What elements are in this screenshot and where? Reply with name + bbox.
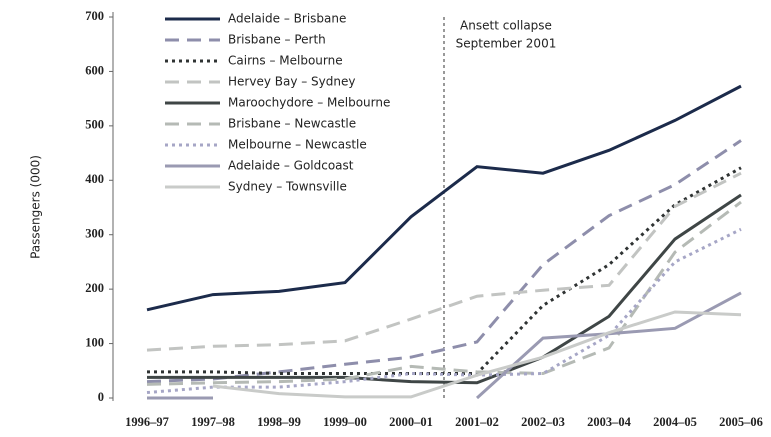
annotation: September 2001	[456, 37, 557, 51]
series-line	[147, 166, 742, 376]
legend-label: Adelaide – Brisbane	[228, 12, 346, 26]
series-line	[146, 139, 742, 384]
x-tick-label: 1996–97	[125, 415, 169, 429]
x-tick-label: 1999–00	[323, 415, 367, 429]
series-line	[146, 84, 742, 312]
legend-label: Adelaide – Goldcoast	[228, 159, 354, 173]
y-tick-label: 400	[85, 172, 104, 186]
series-line	[146, 227, 742, 395]
series-line	[146, 171, 742, 352]
x-tick-label: 1997–98	[191, 415, 235, 429]
legend-label: Melbourne – Newcastle	[228, 138, 367, 152]
y-tick-label: 700	[85, 9, 104, 23]
y-tick-label: 600	[85, 63, 104, 77]
x-tick-label: 2002–03	[521, 415, 565, 429]
series-line	[212, 310, 742, 399]
y-tick-label: 500	[85, 118, 104, 132]
y-tick-label: 100	[85, 335, 104, 349]
x-tick-label: 2004–05	[653, 415, 697, 429]
x-tick-label: 1998–99	[257, 415, 301, 429]
x-tick-label: 2000–01	[389, 415, 433, 429]
x-tick-label: 2001–02	[455, 415, 499, 429]
legend-label: Brisbane – Perth	[228, 33, 326, 47]
series-line	[147, 193, 742, 385]
legend-label: Maroochydore – Melbourne	[228, 96, 390, 110]
y-tick-label: 300	[85, 227, 104, 241]
annotation: Ansett collapse	[460, 19, 552, 33]
x-tick-label: 2005–06	[719, 415, 763, 429]
y-tick-label: 200	[85, 281, 104, 295]
legend-label: Brisbane – Newcastle	[228, 117, 356, 131]
y-tick-label: 0	[98, 390, 104, 404]
x-tick-label: 2003–04	[587, 415, 632, 429]
legend-label: Sydney – Townsville	[228, 180, 347, 194]
legend-label: Hervey Bay – Sydney	[228, 75, 355, 89]
legend-label: Cairns – Melbourne	[228, 54, 343, 68]
y-axis-label: Passengers (000)	[29, 155, 43, 259]
series-line	[146, 200, 742, 386]
